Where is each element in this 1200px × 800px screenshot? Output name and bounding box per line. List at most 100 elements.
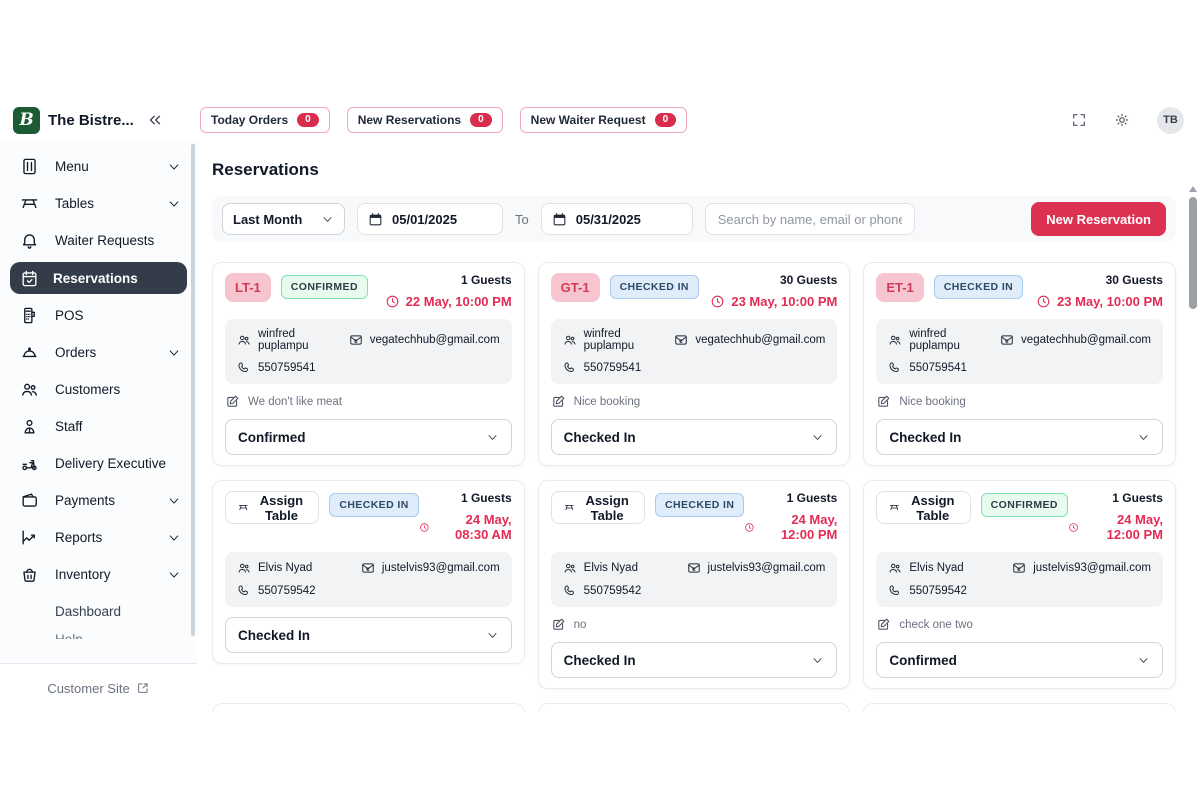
- filter-bar: Last Month 05/01/2025 To 05/31/2025 New …: [212, 196, 1176, 242]
- chevron-down-icon: [1137, 431, 1150, 444]
- date-range-value: Last Month: [233, 211, 303, 227]
- sidebar-item-tables[interactable]: Tables: [0, 185, 197, 222]
- customer-email: vegatechhub@gmail.com: [695, 334, 826, 346]
- status-select[interactable]: Confirmed: [876, 642, 1163, 678]
- edit-note-button[interactable]: Nice booking: [876, 394, 1163, 409]
- reservation-time: 24 May, 08:30 AM: [455, 512, 512, 542]
- reports-icon: [20, 528, 39, 547]
- status-select[interactable]: Confirmed: [225, 419, 512, 455]
- assign-table-label: Assign Table: [259, 492, 304, 523]
- clock-icon: [1036, 294, 1051, 309]
- brand: B The Bistre...: [0, 106, 197, 134]
- fullscreen-icon[interactable]: [1071, 112, 1087, 128]
- date-range-select[interactable]: Last Month: [222, 203, 345, 235]
- assign-table-label: Assign Table: [585, 492, 629, 523]
- customer-name: winfred puplampu: [258, 328, 309, 352]
- header-quick-button[interactable]: New Reservations 0: [346, 107, 503, 133]
- status-select[interactable]: Checked In: [550, 642, 838, 678]
- sidebar-item-inventory[interactable]: Inventory: [0, 556, 197, 593]
- calendar-icon: [368, 212, 383, 227]
- customer-site-link[interactable]: Customer Site: [0, 664, 197, 712]
- status-select[interactable]: Checked In: [876, 419, 1163, 455]
- sidebar-item-customers[interactable]: Customers: [0, 371, 197, 408]
- sidebar-item-delivery-executive[interactable]: Delivery Executive: [0, 445, 197, 482]
- quick-button-label: Today Orders: [211, 113, 289, 127]
- scroll-up-icon[interactable]: [1189, 186, 1197, 192]
- phone-icon: [563, 361, 577, 375]
- chevron-down-icon: [321, 213, 334, 226]
- contact-box: Elvis Nyad justelvis93@gmail.com 5507595…: [225, 552, 512, 607]
- scrollbar-thumb[interactable]: [1189, 197, 1197, 309]
- customer-phone: 550759542: [583, 585, 642, 597]
- contact-box: winfred puplampu vegatechhub@gmail.com 5…: [550, 319, 838, 384]
- person-icon: [237, 333, 251, 347]
- edit-note-button[interactable]: We don't like meat: [225, 394, 512, 409]
- status-select[interactable]: Checked In: [225, 617, 512, 653]
- scooter-icon: [20, 454, 39, 473]
- sidebar-item-label: Orders: [55, 345, 97, 360]
- person-icon: [563, 561, 577, 575]
- header-quick-button[interactable]: Today Orders 0: [200, 107, 330, 133]
- mail-icon: [674, 333, 688, 347]
- sidebar-item-help[interactable]: Help: [0, 630, 197, 639]
- edit-icon: [551, 394, 566, 409]
- sidebar-item-reports[interactable]: Reports: [0, 519, 197, 556]
- chevron-down-icon: [486, 431, 499, 444]
- chevron-down-icon: [1137, 654, 1150, 667]
- guests-count: 1 Guests: [460, 491, 512, 505]
- wallet-icon: [20, 491, 39, 510]
- reservation-card: Assign Table CHECKED IN 1 Guests 24 May,…: [212, 480, 525, 664]
- edit-note-button[interactable]: Nice booking: [551, 394, 838, 409]
- collapse-sidebar-icon[interactable]: [146, 111, 164, 129]
- count-badge: 0: [654, 113, 677, 127]
- edit-note-button[interactable]: check one two: [876, 617, 1163, 632]
- assign-table-button[interactable]: Assign Table: [876, 491, 971, 524]
- main-scrollbar[interactable]: [1187, 186, 1199, 712]
- sidebar-item-pos[interactable]: POS: [0, 297, 197, 334]
- pos-icon: [20, 306, 39, 325]
- edit-note-button[interactable]: no: [551, 617, 838, 632]
- inventory-icon: [20, 565, 39, 584]
- reservation-time: 24 May, 12:00 PM: [1106, 512, 1163, 542]
- sidebar-item-waiter-requests[interactable]: Waiter Requests: [0, 222, 197, 259]
- assign-table-button[interactable]: Assign Table: [225, 491, 320, 524]
- new-reservation-button[interactable]: New Reservation: [1031, 202, 1166, 236]
- sidebar-scrollbar[interactable]: [191, 144, 195, 636]
- status-badge: CONFIRMED: [280, 275, 368, 299]
- sidebar-item-reservations[interactable]: Reservations: [10, 262, 187, 294]
- status-select[interactable]: Checked In: [550, 419, 838, 455]
- phone-icon: [237, 361, 251, 375]
- contact-box: Elvis Nyad justelvis93@gmail.com 5507595…: [876, 552, 1163, 607]
- sidebar-item-orders[interactable]: Orders: [0, 334, 197, 371]
- guests-count: 30 Guests: [1105, 273, 1163, 287]
- clock-icon: [1068, 520, 1079, 535]
- assign-table-button[interactable]: Assign Table: [550, 491, 645, 524]
- customer-email: vegatechhub@gmail.com: [1021, 334, 1151, 346]
- mail-icon: [1012, 561, 1026, 575]
- sidebar-item-dashboard[interactable]: Dashboard: [0, 593, 197, 630]
- avatar[interactable]: TB: [1157, 106, 1184, 134]
- sidebar-item-staff[interactable]: Staff: [0, 408, 197, 445]
- header-quick-button[interactable]: New Waiter Request 0: [519, 107, 688, 133]
- chevron-down-icon: [167, 160, 181, 174]
- sidebar-item-payments[interactable]: Payments: [0, 482, 197, 519]
- search-input[interactable]: [704, 203, 915, 235]
- customer-phone: 550759542: [258, 585, 316, 597]
- sidebar-item-label: Staff: [55, 419, 83, 434]
- date-from-input[interactable]: 05/01/2025: [357, 203, 503, 235]
- sidebar-item-menu[interactable]: Menu: [0, 148, 197, 185]
- contact-box: winfred puplampu vegatechhub@gmail.com 5…: [225, 319, 512, 384]
- page-title: Reservations: [212, 160, 319, 179]
- reservation-card-partial: 8 Guests: [537, 703, 851, 712]
- table-badge: LT-1: [225, 273, 271, 302]
- reservation-card-partial: 1 Guests: [212, 703, 525, 712]
- app-window: B The Bistre... Today Orders 0 New Reser…: [0, 100, 1200, 712]
- calendar-icon: [552, 212, 567, 227]
- mail-icon: [1000, 333, 1014, 347]
- theme-sun-icon[interactable]: [1114, 112, 1130, 128]
- phone-icon: [888, 584, 902, 598]
- assign-table-label: Assign Table: [911, 492, 955, 523]
- status-badge: CHECKED IN: [329, 493, 419, 517]
- table-icon: [238, 499, 249, 516]
- date-to-input[interactable]: 05/31/2025: [540, 203, 693, 235]
